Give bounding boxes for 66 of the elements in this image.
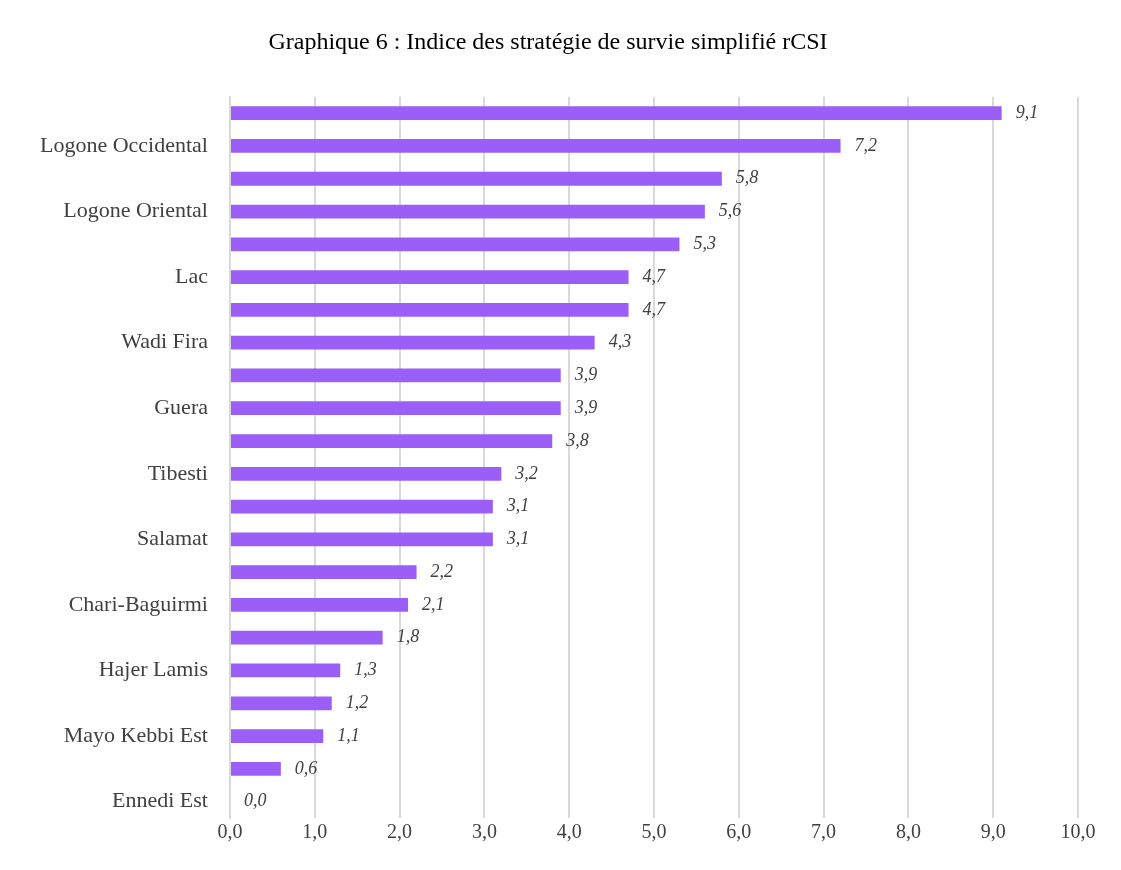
data-label: 0,0	[243, 790, 267, 811]
data-label: 4,7	[642, 265, 667, 286]
data-label: 9,1	[1015, 101, 1039, 122]
data-label: 3,1	[505, 528, 530, 549]
y-tick-label: Tibesti	[147, 459, 208, 485]
chart-title: Graphique 6 : Indice des stratégie de survie simplifié rCSI	[268, 27, 828, 54]
y-tick-label: Logone Oriental	[63, 197, 208, 223]
data-label: 3,1	[505, 495, 530, 516]
x-tick-label: 6,0	[726, 820, 752, 843]
bar	[230, 565, 417, 580]
bar	[230, 171, 722, 186]
data-label: 5,8	[735, 167, 759, 188]
y-tick-label: Mayo Kebbi Est	[63, 721, 208, 747]
bar	[230, 630, 383, 645]
y-tick-label: Lac	[175, 262, 209, 288]
bar	[230, 761, 281, 776]
x-tick-label: 9,0	[980, 820, 1006, 843]
data-label: 3,8	[565, 429, 589, 450]
y-tick-label: Guera	[154, 394, 209, 420]
data-label: 1,8	[396, 626, 420, 647]
data-label: 4,3	[608, 331, 632, 352]
data-label: 3,9	[573, 364, 598, 385]
bar	[230, 663, 341, 678]
bar	[230, 729, 324, 743]
data-label: 4,7	[642, 298, 667, 319]
x-tick-label: 3,0	[471, 820, 497, 843]
data-label: 1,3	[354, 659, 377, 680]
data-label: 3,9	[573, 396, 598, 417]
data-label: 1,1	[337, 724, 360, 745]
bar	[230, 139, 841, 153]
bar	[230, 270, 629, 284]
x-tick-label: 10,0	[1060, 820, 1096, 843]
bar	[230, 106, 1002, 121]
y-tick-label: Hajer Lamis	[98, 656, 208, 682]
data-label: 0,6	[294, 757, 318, 778]
bar	[230, 499, 493, 514]
data-label: 5,6	[718, 200, 742, 221]
data-label: 2,2	[430, 560, 454, 581]
bar	[230, 368, 561, 383]
x-tick-label: 0,0	[217, 820, 243, 843]
y-tick-label: Wadi Fira	[121, 328, 209, 354]
x-tick-label: 2,0	[387, 820, 413, 843]
bar	[230, 401, 561, 416]
data-label: 5,3	[693, 233, 716, 254]
bar	[230, 434, 553, 448]
y-tick-label: Chari-Baguirmi	[68, 590, 208, 616]
y-tick-label: Salamat	[137, 525, 208, 551]
data-label: 3,2	[514, 462, 538, 483]
y-tick-label: Ennedi Est	[112, 787, 208, 813]
x-tick-label: 4,0	[556, 820, 582, 843]
data-label: 2,1	[422, 593, 445, 614]
bar	[230, 204, 705, 219]
bar	[230, 696, 332, 711]
bar	[230, 532, 493, 547]
bar	[230, 335, 595, 350]
bar	[230, 466, 502, 481]
data-label: 7,2	[854, 134, 878, 155]
x-tick-label: 1,0	[302, 820, 328, 843]
bar	[230, 237, 680, 252]
x-tick-label: 7,0	[811, 820, 837, 843]
bar	[230, 598, 409, 612]
bar	[230, 303, 629, 317]
data-label: 1,2	[345, 692, 369, 712]
y-tick-label: Logone Occidental	[39, 131, 208, 157]
x-tick-label: 5,0	[641, 820, 667, 843]
x-tick-label: 8,0	[895, 820, 921, 843]
